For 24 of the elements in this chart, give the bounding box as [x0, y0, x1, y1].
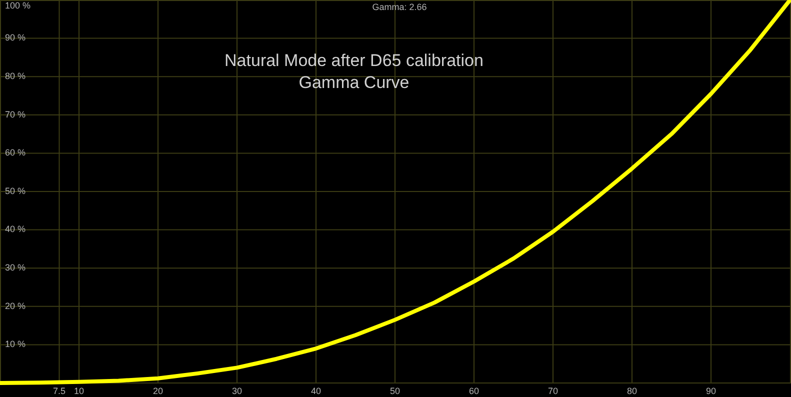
annotation: Gamma: 2.66 — [372, 2, 427, 12]
x-tick-label: 90 — [706, 386, 716, 396]
y-tick-label: 10 % — [5, 339, 26, 350]
x-tick-label: 50 — [390, 386, 400, 396]
y-tick-label: 50 % — [5, 186, 26, 196]
y-tick-label: 60 % — [5, 148, 26, 158]
x-tick-label: 30 — [232, 386, 242, 396]
y-tick-label: 80 % — [5, 70, 26, 81]
line-series — [0, 0, 791, 385]
y-tick-label: 70 % — [5, 109, 26, 120]
y-tick-label: 20 % — [5, 300, 26, 311]
x-tick-label: 10 — [74, 386, 84, 396]
x-tick-label: 80 — [626, 386, 638, 396]
x-tick-label: 60 — [468, 386, 480, 396]
y-tick-label: 90 % — [5, 32, 26, 43]
x-tick-label: 70 — [548, 386, 558, 396]
y-tick-label: 30 % — [5, 262, 26, 272]
y-tick-label: 40 % — [5, 224, 26, 234]
y-tick-label: 100 % — [5, 0, 31, 10]
x-tick-label: 7.5 — [52, 386, 66, 396]
x-tick-label: 20 — [152, 386, 164, 396]
text: Gamma Curve — [298, 73, 410, 92]
text: Natural Mode after D65 calibration — [224, 51, 484, 70]
x-tick-label: 40 — [310, 386, 322, 396]
